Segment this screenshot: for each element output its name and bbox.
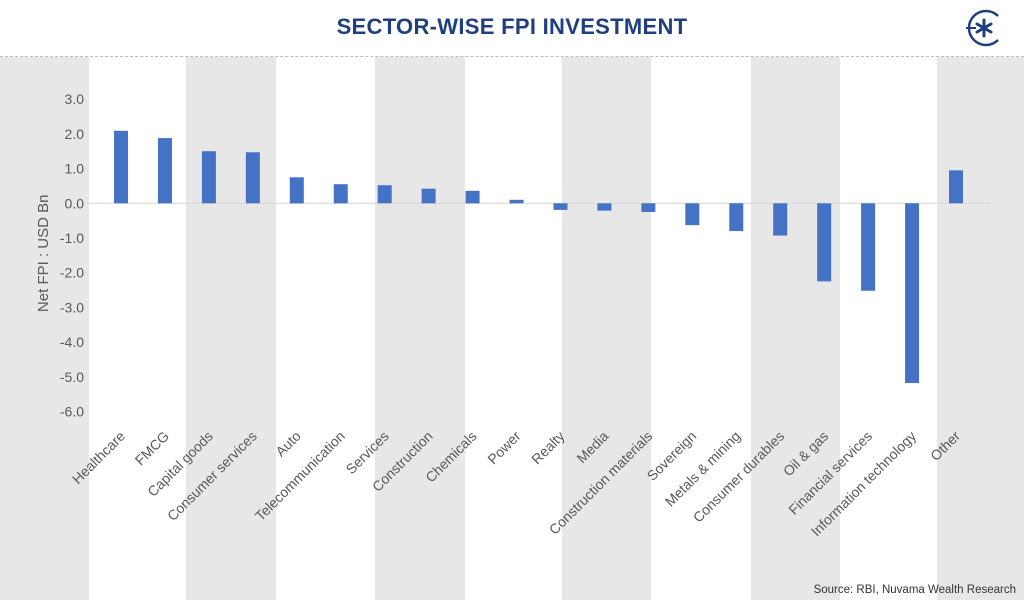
chart-title: SECTOR-WISE FPI INVESTMENT [336, 14, 688, 39]
source-note: Source: RBI, Nuvama Wealth Research [813, 584, 1016, 596]
nuvama-logo-icon [966, 9, 999, 47]
bar-other [949, 170, 963, 204]
bar-power [509, 199, 524, 204]
bar-construction [421, 188, 436, 204]
bar-financial-services [861, 203, 876, 291]
bar-consumer-services [245, 152, 260, 204]
y-axis-title: Net FPI : USD Bn [35, 195, 52, 313]
y-tick-label: -3.0 [60, 299, 84, 315]
y-tick-label: 1.0 [65, 161, 85, 177]
y-tick-label: 0.0 [65, 195, 85, 211]
header: SECTOR-WISE FPI INVESTMENT [0, 0, 1024, 57]
y-tick-label: 3.0 [65, 91, 85, 107]
y-tick-label: -5.0 [60, 369, 84, 385]
bar-capital-goods [201, 151, 216, 204]
bar-auto [289, 177, 304, 204]
y-tick-label: 2.0 [65, 126, 85, 142]
y-tick-label: -1.0 [60, 230, 84, 246]
bar-chemicals [465, 190, 480, 204]
background-band [0, 57, 89, 600]
bar-chart: 3.0 2.0 1.0 0.0 -1.0 -2.0 -3.0 -4.0 -5.0 -6.0 Net … [0, 57, 1024, 600]
background-band [562, 57, 651, 600]
bar-fmcg [157, 138, 172, 204]
bar-services [377, 185, 392, 204]
background-band [751, 57, 840, 600]
y-tick-label: -4.0 [60, 334, 84, 350]
background-band [375, 57, 465, 600]
bar-sovereign [685, 203, 700, 226]
bar-telecommunication [333, 184, 348, 204]
x-tick-label: Realty [528, 428, 567, 467]
x-tick-label: Metals & mining [662, 428, 744, 510]
background-band [186, 57, 276, 600]
bar-construction-materials [641, 203, 656, 212]
bar-media [597, 203, 612, 211]
bar-consumer-durables [773, 203, 788, 236]
bar-information-technology [905, 203, 920, 384]
bar-metals-mining [729, 203, 744, 232]
y-tick-label: -2.0 [60, 265, 84, 281]
x-tick-label: FMCG [132, 428, 172, 468]
bar-realty [553, 203, 568, 210]
x-tick-label: Power [484, 428, 524, 468]
x-tick-label: Auto [272, 428, 304, 460]
bar-oil-gas [817, 203, 832, 282]
background-band [937, 57, 1024, 600]
y-tick-label: -6.0 [60, 404, 84, 420]
bar-healthcare [114, 130, 128, 204]
